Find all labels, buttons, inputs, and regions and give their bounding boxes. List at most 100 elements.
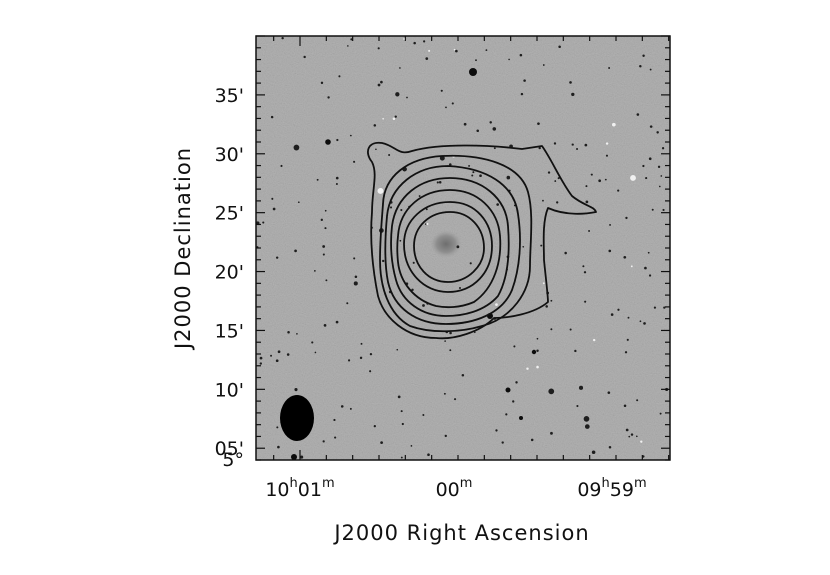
star	[647, 251, 650, 254]
star	[400, 410, 403, 413]
star	[395, 92, 400, 97]
star	[626, 338, 629, 341]
star	[542, 282, 545, 285]
bright-star	[531, 349, 537, 355]
star	[571, 92, 575, 97]
y-tick-label: 35'	[215, 85, 244, 107]
star	[461, 373, 465, 377]
star	[400, 456, 403, 459]
star	[314, 351, 317, 354]
star	[608, 249, 612, 253]
star	[322, 253, 325, 256]
star	[322, 440, 325, 443]
star	[281, 36, 284, 40]
star	[456, 245, 460, 249]
galaxy-core	[430, 230, 462, 258]
star	[336, 138, 339, 142]
star	[455, 49, 458, 53]
star	[300, 455, 304, 459]
star	[293, 144, 300, 151]
star	[449, 349, 452, 352]
bright-star	[505, 387, 511, 393]
star	[476, 129, 480, 133]
star	[492, 127, 497, 131]
star	[506, 175, 511, 180]
x-axis-title: J2000 Right Ascension	[332, 521, 589, 545]
star	[583, 416, 590, 422]
star	[271, 197, 274, 200]
x-tick-label: 09h59m	[577, 476, 646, 501]
star	[388, 153, 391, 156]
star	[610, 313, 614, 316]
star	[444, 434, 447, 438]
star	[636, 113, 640, 116]
star	[335, 182, 338, 185]
star	[350, 38, 353, 41]
star	[608, 67, 611, 69]
star	[657, 165, 661, 169]
star	[423, 40, 426, 43]
star	[449, 331, 452, 335]
star	[413, 41, 416, 45]
star	[538, 146, 541, 150]
star	[427, 453, 430, 457]
star	[397, 395, 401, 399]
star	[382, 117, 384, 120]
star	[545, 305, 548, 308]
star	[501, 441, 504, 444]
star	[485, 49, 488, 52]
star	[443, 392, 446, 395]
star	[396, 348, 399, 351]
contour-level-3	[384, 165, 521, 325]
star	[389, 206, 393, 209]
star	[627, 316, 630, 319]
star	[272, 207, 276, 211]
contour-level-2	[379, 154, 533, 333]
star	[642, 164, 645, 168]
bright-star	[325, 139, 331, 145]
star	[571, 143, 574, 146]
star	[564, 251, 567, 255]
star	[553, 142, 557, 145]
star	[542, 64, 545, 66]
star	[354, 275, 358, 279]
star	[659, 412, 662, 415]
contour-level-5	[396, 189, 502, 309]
star	[406, 96, 408, 99]
star	[649, 125, 653, 128]
star	[557, 177, 560, 180]
star	[270, 354, 273, 357]
star	[316, 178, 319, 181]
star	[649, 68, 652, 71]
star	[445, 106, 447, 109]
star	[472, 171, 475, 174]
y-axis-title: J2000 Declination	[171, 147, 195, 351]
star	[275, 256, 279, 259]
star	[410, 445, 413, 447]
star	[270, 115, 274, 119]
star	[349, 134, 352, 137]
star	[530, 438, 534, 442]
star	[394, 115, 397, 118]
star	[451, 102, 454, 105]
star	[286, 353, 290, 356]
star	[287, 330, 290, 334]
star	[623, 404, 627, 408]
star	[642, 54, 645, 57]
star	[320, 218, 323, 222]
star	[536, 337, 539, 340]
star	[259, 356, 263, 360]
star	[558, 45, 561, 48]
beam-ellipse	[280, 395, 314, 441]
star	[604, 178, 607, 181]
star	[515, 381, 518, 384]
star	[611, 122, 616, 127]
y-tick-label: 5°	[222, 449, 244, 471]
star	[630, 265, 633, 268]
star	[643, 322, 646, 325]
star	[574, 349, 577, 353]
x-tick-label: 10h01m	[265, 476, 334, 501]
star	[275, 359, 279, 363]
star	[373, 425, 376, 428]
star	[598, 179, 602, 183]
